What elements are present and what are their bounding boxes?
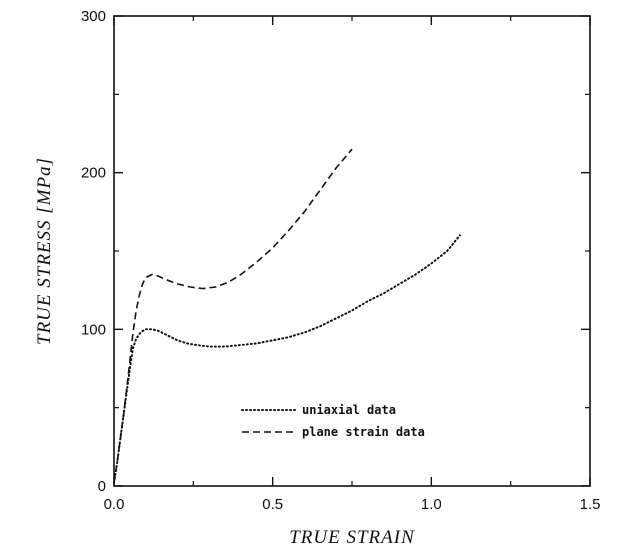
y-tick-label: 300 <box>81 8 106 25</box>
y-tick-label: 100 <box>81 321 106 338</box>
x-axis-title: TRUE STRAIN <box>289 527 415 548</box>
y-tick-label: 0 <box>98 478 106 495</box>
x-tick-label: 1.5 <box>580 496 601 513</box>
y-tick-label: 200 <box>81 165 106 182</box>
y-axis-ticks: 0 100 200 300 <box>81 8 590 495</box>
series-line-plane-strain <box>113 148 353 484</box>
x-axis-ticks: 0.0 0.5 1.0 1.5 <box>104 16 601 513</box>
y-axis-title: TRUE STRESS [MPa] <box>34 157 55 345</box>
x-tick-label: 0.5 <box>262 496 283 513</box>
legend-label-plane-strain: plane strain data <box>302 425 425 439</box>
legend-label-uniaxial: uniaxial data <box>302 403 396 417</box>
series-layer <box>113 148 461 484</box>
x-tick-label: 0.0 <box>104 496 125 513</box>
legend: uniaxial data plane strain data <box>241 403 425 439</box>
x-tick-label: 1.0 <box>421 496 442 513</box>
series-line-uniaxial <box>113 234 461 484</box>
